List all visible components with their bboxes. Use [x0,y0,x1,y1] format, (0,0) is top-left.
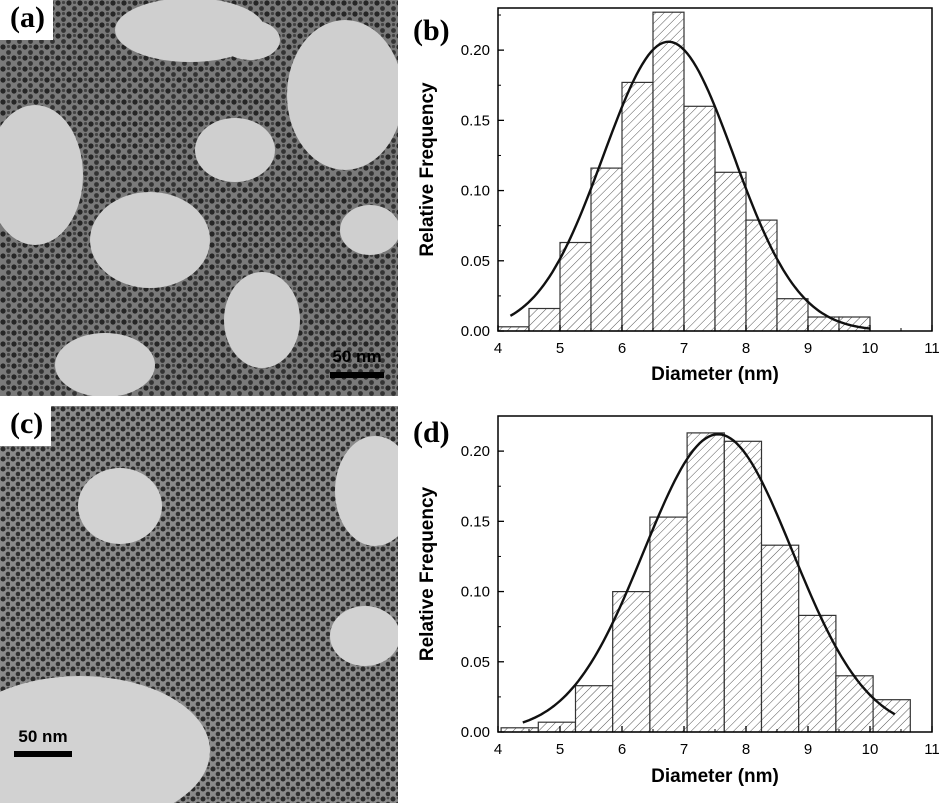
y-tick-label-d-2: 0.10 [461,584,490,601]
panel-label-a: (a) [0,0,53,40]
y-tick-label-b-3: 0.15 [461,112,490,129]
x-tick-label-d-3: 7 [680,741,688,758]
histogram-bar-b-4 [621,81,654,332]
x-tick-label-d-7: 11 [924,741,940,758]
x-tick-label-b-6: 10 [862,340,879,357]
x-tick-label-d-6: 10 [862,741,879,758]
scale-bar-label-c: 50 nm [18,727,67,746]
histogram-bar-b-7 [714,171,747,332]
y-tick-label-b-4: 0.20 [461,42,490,59]
histogram-bar-d-7 [760,544,800,733]
histogram-bar-b-9 [776,298,809,332]
y-tick-label-b-2: 0.10 [461,183,490,200]
histogram-panel-d: (d) 4 5 6 7 8 9 10 11 0.00 0.05 0.10 0.15 0.20 Diamet… [405,406,945,803]
panel-label-c: (c) [0,406,52,446]
histogram-bar-d-6 [723,440,763,733]
histogram-bar-d-1 [537,721,577,733]
panel-label-d: (d) [413,416,450,449]
y-axis-title-b: Relative Frequency [417,82,438,257]
x-tick-label-b-7: 11 [924,340,940,357]
histogram-chart-b: (b) 4 5 6 7 8 9 10 11 0.00 0.05 0.10 0.15 0.20 Diamet… [413,7,940,385]
histogram-bar-d-3 [612,591,651,733]
x-axis-title-d: Diameter (nm) [651,766,779,787]
panel-label-b: (b) [413,14,450,47]
y-axis-title-d: Relative Frequency [417,486,438,661]
tem-image-a: 50 nm [0,0,398,396]
x-tick-label-b-4: 8 [742,340,750,357]
x-tick-label-d-5: 9 [804,741,812,758]
tem-image-c: 50 nm [0,406,398,803]
histogram-bar-b-6 [683,105,716,332]
histogram-bar-d-9 [835,675,874,733]
x-tick-label-d-2: 6 [618,741,626,758]
x-axis-title-b: Diameter (nm) [651,364,779,385]
x-tick-label-b-2: 6 [618,340,626,357]
x-tick-label-d-4: 8 [742,741,750,758]
histogram-bar-b-1 [528,307,561,332]
histogram-bar-d-4 [649,516,688,733]
y-tick-label-d-0: 0.00 [461,724,490,741]
x-tick-label-b-3: 7 [680,340,688,357]
x-tick-label-b-1: 5 [556,340,564,357]
histogram-bar-d-10 [872,699,911,733]
histogram-bar-b-2 [559,241,592,332]
histogram-bar-b-3 [590,167,623,332]
x-tick-label-d-0: 4 [494,741,502,758]
y-tick-label-b-1: 0.05 [461,253,490,270]
y-tick-label-b-0: 0.00 [461,323,490,340]
y-tick-label-d-3: 0.15 [461,513,490,530]
histogram-bar-d-5 [686,432,725,733]
histogram-chart-d: (d) 4 5 6 7 8 9 10 11 0.00 0.05 0.10 0.15 0.20 Diamet… [413,415,940,787]
histogram-bar-d-2 [574,685,614,733]
scale-bar-label-a: 50 nm [332,347,381,366]
gaussian-fit-curve-b [509,40,871,330]
histogram-bar-b-5 [652,11,685,332]
y-tick-label-d-1: 0.05 [461,654,490,671]
histogram-bar-d-8 [798,614,837,733]
gaussian-fit-curve-d [522,433,896,724]
y-tick-label-d-4: 0.20 [461,443,490,460]
x-tick-label-d-1: 5 [556,741,564,758]
x-tick-label-b-0: 4 [494,340,502,357]
x-tick-label-b-5: 9 [804,340,812,357]
histogram-panel-b: (b) 4 5 6 7 8 9 10 11 0.00 0.05 0.10 0.15 0.20 Diamet… [405,0,945,400]
histogram-bar-b-8 [745,219,778,332]
